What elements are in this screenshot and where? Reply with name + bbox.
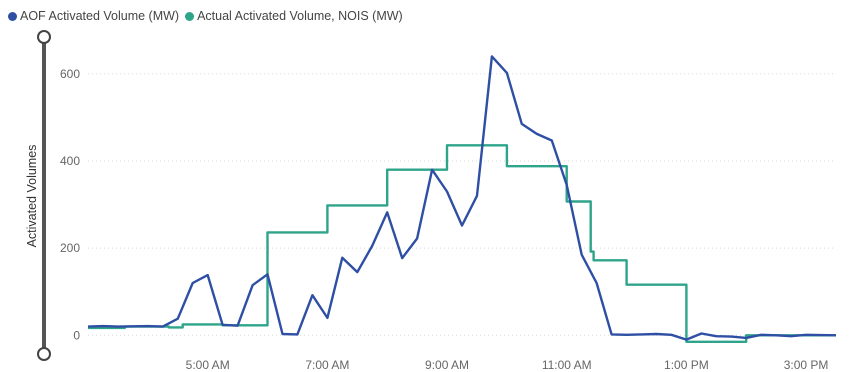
x-tick-label: 5:00 AM <box>186 358 230 372</box>
y-tick-label: 400 <box>60 154 80 168</box>
y-tick-label: 200 <box>60 241 80 255</box>
legend-label-nois: Actual Activated Volume, NOIS (MW) <box>197 9 403 23</box>
legend-label-aof: AOF Activated Volume (MW) <box>20 9 180 23</box>
x-tick-label: 3:00 PM <box>784 358 829 372</box>
y-axis-title: Activated Volumes <box>25 145 39 248</box>
y-tick-label: 600 <box>60 67 80 81</box>
legend-dot-icon <box>8 11 17 21</box>
series-lines <box>87 55 837 343</box>
y-tick-label: 0 <box>73 328 80 342</box>
zoom-slider-top-handle[interactable] <box>37 30 51 44</box>
x-tick-label: 7:00 AM <box>305 358 349 372</box>
y-axis-labels: 0 200 400 600 <box>60 67 80 342</box>
x-tick-label: 11:00 AM <box>542 358 592 372</box>
x-axis-labels: 5:00 AM 7:00 AM 9:00 AM 11:00 AM 1:00 PM 3:00… <box>186 358 829 372</box>
zoom-slider-bottom-handle[interactable] <box>37 347 51 361</box>
legend-item-nois[interactable]: Actual Activated Volume, NOIS (MW) <box>185 9 403 23</box>
zoom-slider[interactable] <box>37 30 51 361</box>
gridlines <box>88 73 836 336</box>
legend-dot-icon <box>185 11 195 21</box>
series-line-nois[interactable] <box>88 144 836 343</box>
x-tick-label: 1:00 PM <box>664 358 709 372</box>
legend-item-aof[interactable]: AOF Activated Volume (MW) <box>8 9 179 23</box>
x-tick-label: 9:00 AM <box>425 358 469 372</box>
series-line-aof[interactable] <box>87 55 837 341</box>
chart-legend: AOF Activated Volume (MW) Actual Activat… <box>8 6 409 26</box>
